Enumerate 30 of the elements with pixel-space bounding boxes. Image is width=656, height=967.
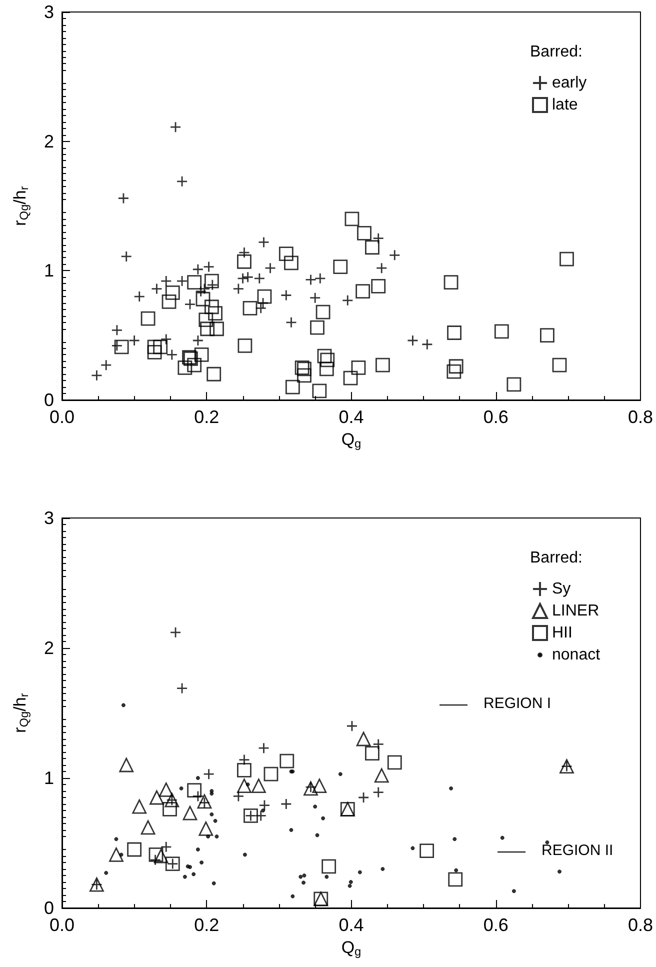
legend-label: nonact <box>552 646 601 664</box>
y-axis-title: rQg/hr <box>10 693 31 733</box>
x-tick-label: 0.6 <box>483 915 508 935</box>
x-tick-label: 0.4 <box>338 915 364 935</box>
x-tick-label: 0.0 <box>49 915 75 935</box>
y-tick-label: 1 <box>44 768 54 788</box>
x-tick-label: 0.8 <box>628 915 654 935</box>
annotation: REGION I <box>484 695 552 712</box>
x-tick-label: 0.6 <box>483 407 508 427</box>
legend-label: late <box>552 96 578 114</box>
y-tick-label: 3 <box>44 508 54 528</box>
y-tick-label: 1 <box>44 260 54 281</box>
x-tick-label: 0.8 <box>628 407 654 427</box>
x-tick-label: 0.2 <box>194 407 220 427</box>
x-tick-label: 0.4 <box>338 407 364 427</box>
x-tick-label: 0.2 <box>194 915 220 935</box>
annotation: REGION II <box>542 842 614 859</box>
y-axis-title: rQg/hr <box>10 186 31 226</box>
legend-title: Barred: <box>530 550 582 566</box>
legend-label: Sy <box>552 580 571 598</box>
y-tick-label: 0 <box>44 898 54 918</box>
x-tick-label: 0.0 <box>49 407 75 427</box>
legend-label: early <box>552 74 587 92</box>
y-tick-label: 0 <box>44 390 54 410</box>
y-tick-label: 2 <box>44 131 54 152</box>
legend-label: LINER <box>552 602 600 620</box>
legend-title: Barred: <box>530 44 582 60</box>
legend-label: HII <box>552 624 572 642</box>
y-tick-label: 2 <box>44 638 54 658</box>
y-tick-label: 3 <box>44 2 54 22</box>
